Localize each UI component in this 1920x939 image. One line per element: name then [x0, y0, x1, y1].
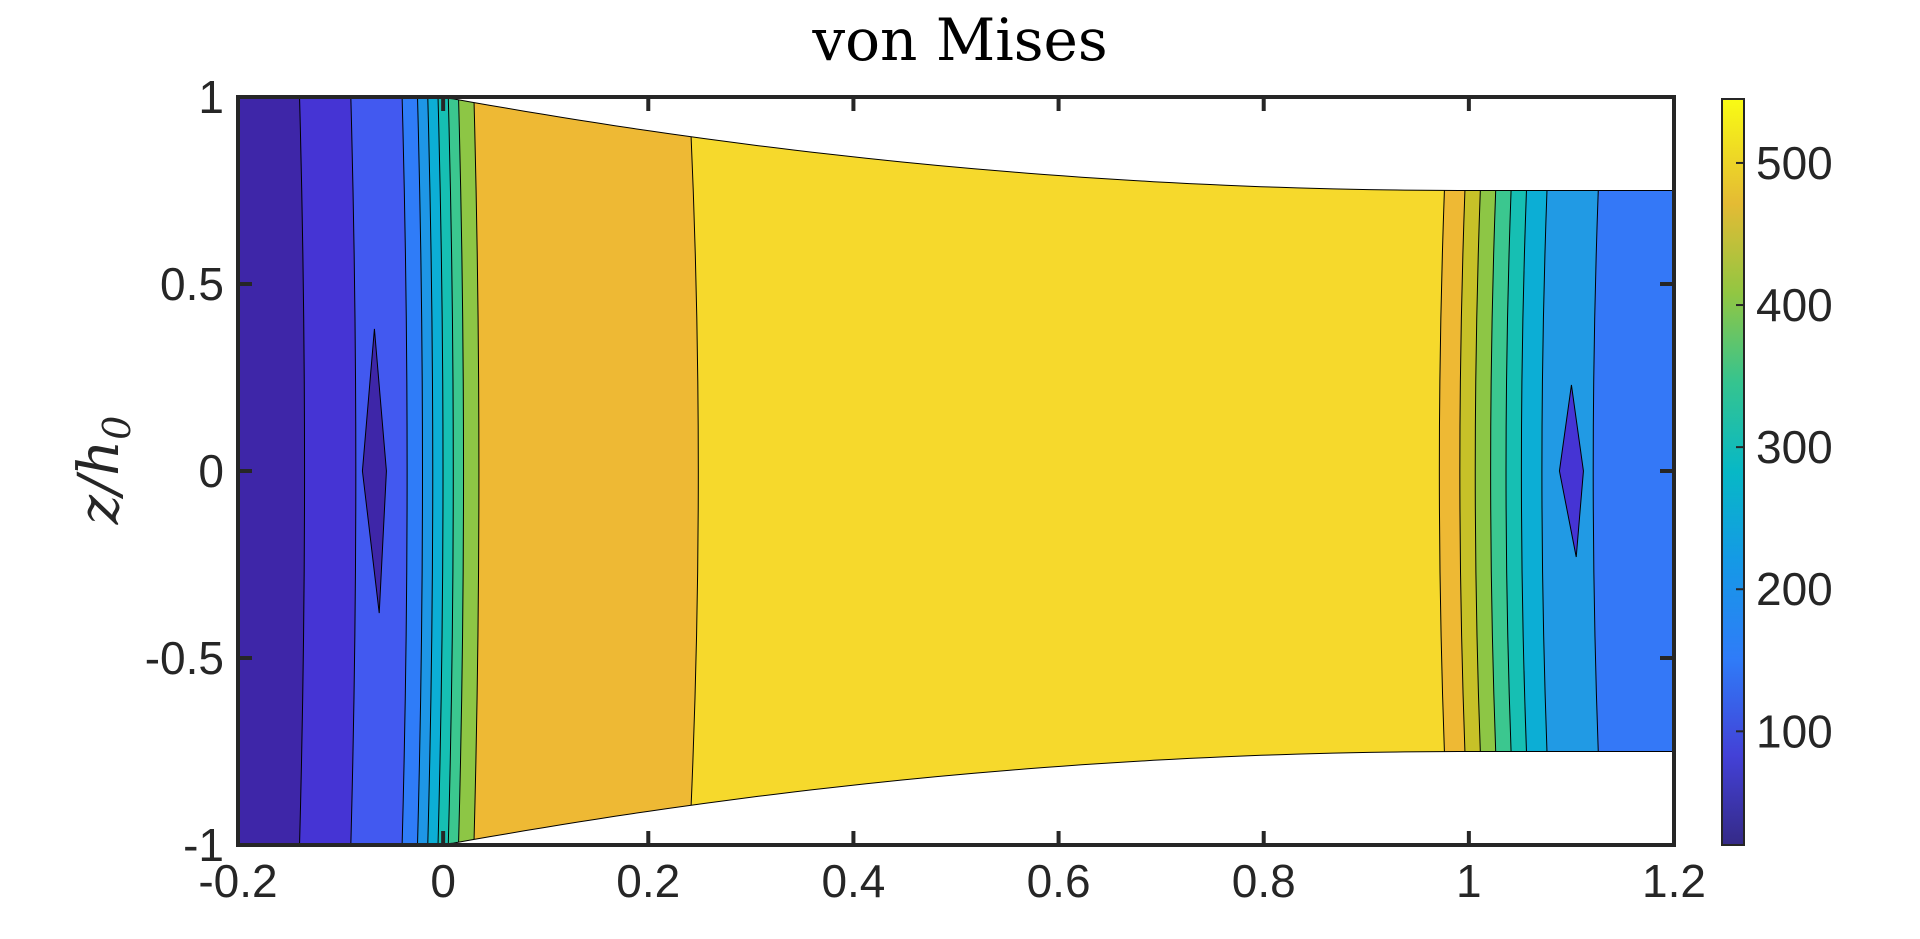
contour-band — [417, 97, 435, 845]
contour-line — [437, 97, 444, 845]
colorbar-tick-label: 500 — [1756, 137, 1833, 189]
y-tick-label: -0.5 — [145, 632, 224, 684]
y-tick-label: 0.5 — [160, 258, 224, 310]
plot-area: -0.2 0 0.2 0.4 0.6 0.8 1 1.2 -1 -0.5 0 0.5 1 — [145, 71, 1706, 907]
contour-band — [238, 97, 307, 845]
contour-line — [417, 97, 423, 845]
contour-line — [299, 97, 306, 845]
x-tick-label: 0.2 — [616, 855, 680, 907]
colorbar-tick-labels: 100 200 300 400 500 — [1756, 137, 1833, 757]
contour-line — [1459, 97, 1470, 845]
contour-line — [1520, 97, 1531, 845]
colorbar-tick-label: 200 — [1756, 563, 1833, 615]
contour-line — [1592, 97, 1603, 845]
contour-band — [299, 97, 358, 845]
contour-line — [401, 97, 408, 845]
contour-band — [689, 97, 1451, 845]
y-axis-label-subscript: 0 — [95, 416, 139, 440]
contour-band — [427, 97, 446, 845]
contour-line — [1505, 97, 1516, 845]
y-tick-labels: -1 -0.5 0 0.5 1 — [145, 71, 224, 871]
x-tick-label: 0.8 — [1232, 855, 1296, 907]
contour-line — [473, 97, 480, 845]
contour-band — [473, 97, 701, 845]
axis-ticks — [236, 95, 1676, 847]
colorbar-tick-label: 400 — [1756, 279, 1833, 331]
contour-band — [1593, 97, 1674, 845]
contour-band — [1459, 97, 1487, 845]
contour-line — [427, 97, 434, 845]
contour-islands — [361, 328, 1584, 614]
y-axis-label: z/h0 — [67, 416, 139, 526]
contour-band — [448, 97, 466, 845]
colorbar-gradient — [1721, 98, 1745, 846]
contour-fill — [238, 97, 1674, 845]
contour-line — [1438, 97, 1449, 845]
contour-band — [1490, 97, 1518, 845]
x-tick-label: -0.2 — [198, 855, 277, 907]
colorbar-ticks — [1736, 161, 1744, 733]
contour-band — [1475, 97, 1502, 845]
contour-line — [1490, 97, 1501, 845]
colorbar-tick-label: 300 — [1756, 421, 1833, 473]
chart-title: von Mises — [811, 6, 1107, 74]
contour-line — [1541, 97, 1552, 845]
y-tick-label: 0 — [198, 445, 224, 497]
contour-band — [1506, 97, 1533, 845]
colorbar: 100 200 300 400 500 — [1721, 98, 1833, 846]
contour-line — [350, 97, 357, 845]
x-tick-labels: -0.2 0 0.2 0.4 0.6 0.8 1 1.2 — [198, 855, 1706, 907]
y-tick-label: 1 — [198, 71, 224, 123]
contour-line — [1474, 97, 1485, 845]
x-tick-label: 1.2 — [1642, 855, 1706, 907]
contour-line — [447, 97, 454, 845]
contour-band — [438, 97, 456, 845]
colorbar-tick-label: 100 — [1756, 705, 1833, 757]
x-tick-label: 1 — [1456, 855, 1482, 907]
contour-band — [402, 97, 425, 845]
contour-island — [361, 328, 387, 614]
contour-line — [688, 97, 699, 845]
contour-line — [458, 97, 465, 845]
contour-island — [1558, 384, 1584, 558]
contour-band — [458, 97, 481, 845]
y-tick-label: -1 — [183, 819, 224, 871]
x-tick-label: 0.4 — [821, 855, 885, 907]
x-tick-label: 0.6 — [1027, 855, 1091, 907]
x-tick-label: 0 — [430, 855, 456, 907]
